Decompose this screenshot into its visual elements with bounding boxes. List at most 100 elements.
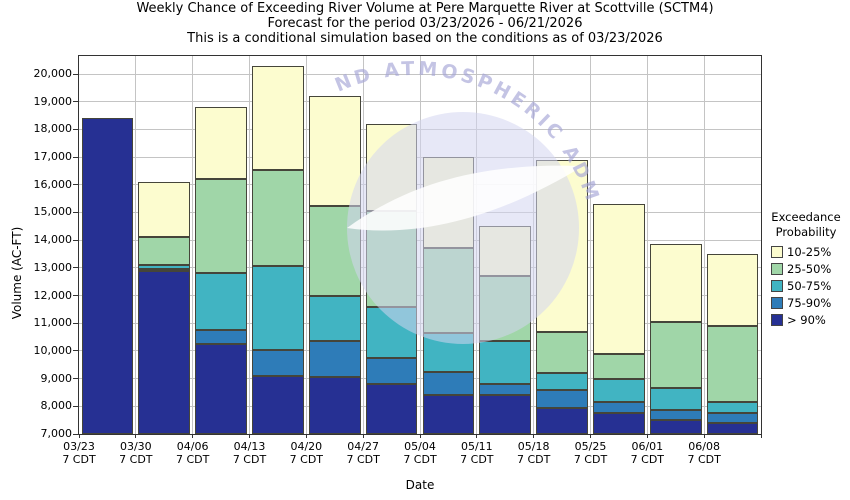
x-axis-category: 05/18 7 CDT <box>499 440 569 466</box>
bar-segment-p10_25 <box>536 159 588 332</box>
x-category-time: 7 CDT <box>119 453 153 466</box>
gridline-vertical <box>419 56 421 434</box>
bar-segment-p10_25 <box>138 182 191 238</box>
legend-item-label: 25-50% <box>787 261 832 276</box>
bar-segment-gt90 <box>138 271 191 434</box>
chart-subtitle-note: This is a conditional simulation based o… <box>187 31 663 46</box>
chart-subtitle-period: Forecast for the period 03/23/2026 - 06/… <box>267 16 583 31</box>
x-axis-title: Date <box>405 478 435 492</box>
legend-swatch <box>771 245 783 258</box>
y-tick-label: 17,000 <box>33 150 73 164</box>
x-tick-mark <box>646 434 648 438</box>
y-tick-mark <box>73 73 78 75</box>
x-category-date: 05/18 <box>517 440 550 453</box>
legend-item-label: 10-25% <box>787 244 832 259</box>
bar-segment-p50_75 <box>365 306 418 358</box>
x-category-time: 7 CDT <box>175 453 210 466</box>
chart-title: Weekly Chance of Exceeding River Volume … <box>136 1 714 16</box>
y-tick-mark <box>73 156 78 158</box>
legend-swatch <box>771 296 783 309</box>
bar-segment-p25_50 <box>138 237 191 266</box>
bar-segment-p25_50 <box>706 326 759 403</box>
x-category-time: 7 CDT <box>346 453 380 466</box>
gridline-vertical <box>135 56 137 434</box>
x-category-time: 7 CDT <box>289 453 324 466</box>
y-tick-mark <box>73 378 78 380</box>
x-tick-mark <box>533 434 535 438</box>
x-tick-mark <box>249 434 250 438</box>
bar-segment-p75_90 <box>308 341 361 378</box>
x-category-time: 7 CDT <box>573 453 608 466</box>
x-tick-mark <box>362 434 364 438</box>
y-tick-label: 14,000 <box>33 233 73 247</box>
y-tick-label: 16,000 <box>33 177 73 191</box>
x-category-date: 04/20 <box>290 440 323 453</box>
x-axis-category: 06/01 7 CDT <box>612 440 682 466</box>
bar-segment-p75_90 <box>536 389 588 408</box>
legend-items: 10-25% 25-50% 50-75% 75-90% > 90% <box>762 243 850 328</box>
bar-segment-gt90 <box>593 413 645 434</box>
bar-segment-p75_90 <box>365 357 418 385</box>
legend-title-line1: Exceedance <box>771 210 841 224</box>
bar-segment-p50_75 <box>479 341 532 385</box>
gridline-vertical <box>703 56 705 434</box>
gridline-vertical <box>646 56 648 434</box>
y-tick-mark <box>73 405 78 407</box>
bar-segment-p50_75 <box>195 273 247 331</box>
bar-segment-p10_25 <box>593 204 645 354</box>
y-tick-label: 20,000 <box>33 67 73 80</box>
x-axis-category: 05/11 7 CDT <box>442 440 512 466</box>
y-tick-mark <box>73 101 78 103</box>
bar-segment-p50_75 <box>706 402 759 414</box>
x-category-time: 7 CDT <box>630 453 665 466</box>
bar-segment-p25_50 <box>365 211 418 307</box>
x-tick-mark <box>590 434 591 438</box>
bar-segment-gt90 <box>422 395 475 434</box>
bar-segment-p25_50 <box>308 205 361 296</box>
x-axis-category: 05/04 7 CDT <box>385 440 455 466</box>
gridline-vertical <box>362 56 364 434</box>
bar-segment-p25_50 <box>252 169 304 267</box>
x-tick-mark <box>305 434 307 438</box>
x-category-time: 7 CDT <box>62 453 96 466</box>
x-category-date: 04/06 <box>176 440 209 453</box>
bar-segment-p25_50 <box>479 276 532 342</box>
x-axis-category: 04/13 7 CDT <box>215 440 285 466</box>
y-tick-label: 13,000 <box>33 260 73 274</box>
bar-segment-p75_90 <box>649 410 702 421</box>
legend-item: > 90% <box>762 311 850 328</box>
y-tick-mark <box>73 295 78 297</box>
x-tick-mark <box>476 434 478 438</box>
x-axis-category: 06/08 7 CDT <box>669 440 739 466</box>
legend-swatch <box>771 262 783 275</box>
bar-segment-gt90 <box>252 375 304 434</box>
gridline-vertical <box>249 56 250 434</box>
legend-item-label: 75-90% <box>787 295 832 310</box>
bar-segment-p50_75 <box>536 373 588 390</box>
legend-item: 10-25% <box>762 243 850 260</box>
bar-segment-p25_50 <box>593 353 645 379</box>
bar-segment-p25_50 <box>195 179 247 274</box>
y-tick-label: 15,000 <box>33 205 73 219</box>
x-tick-mark <box>78 434 80 438</box>
x-category-time: 7 CDT <box>687 453 721 466</box>
bar-segment-p50_75 <box>593 378 645 403</box>
bar-segment-p25_50 <box>536 331 588 374</box>
plot-area: ND ATMOSPHERIC ADM <box>78 55 762 435</box>
gridline-vertical <box>476 56 478 434</box>
x-category-date: 03/30 <box>119 440 152 453</box>
bar-segment-p75_90 <box>706 413 759 423</box>
x-category-time: 7 CDT <box>232 453 267 466</box>
bar-segment-p25_50 <box>422 248 475 333</box>
legend-item: 75-90% <box>762 294 850 311</box>
y-tick-mark <box>73 211 78 213</box>
bar-segment-p75_90 <box>252 349 304 376</box>
gridline-vertical <box>590 56 591 434</box>
bar-segment-gt90 <box>706 422 759 434</box>
x-category-date: 04/13 <box>233 440 266 453</box>
x-tick-mark <box>135 434 137 438</box>
gridline-vertical <box>305 56 307 434</box>
bar-segment-p10_25 <box>422 157 475 249</box>
x-category-date: 05/11 <box>460 440 493 453</box>
y-tick-mark <box>73 433 78 435</box>
